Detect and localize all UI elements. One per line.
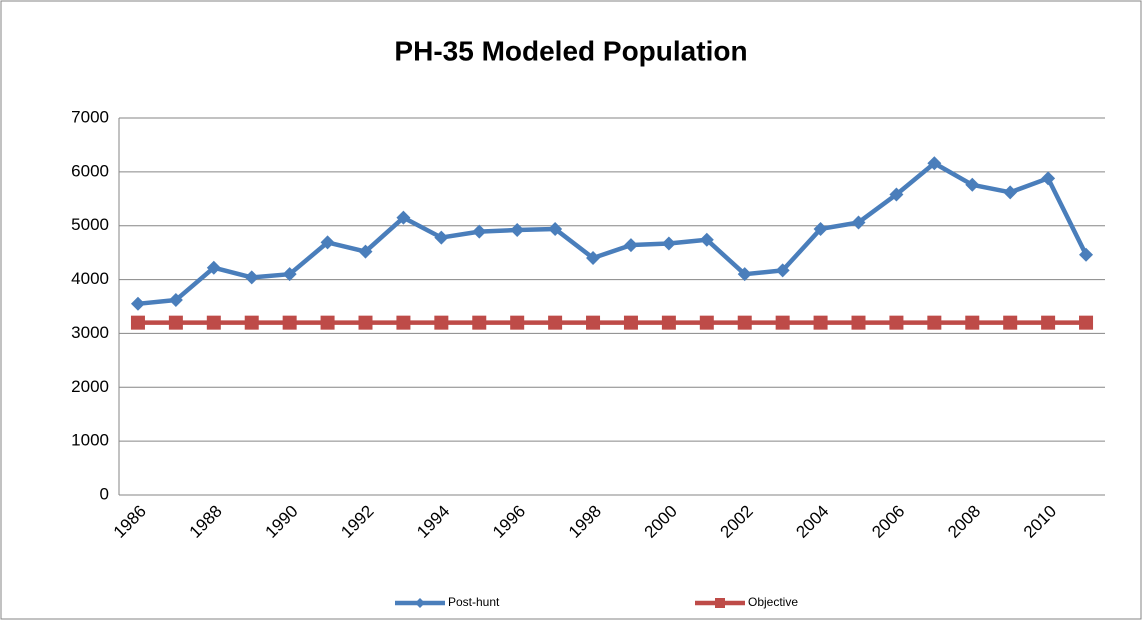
point [1003, 315, 1018, 330]
point [282, 267, 297, 282]
point [737, 267, 752, 282]
point [434, 315, 449, 330]
point [1041, 171, 1056, 186]
point [775, 315, 790, 330]
point [358, 244, 373, 259]
point [548, 221, 563, 236]
point [168, 315, 183, 330]
point [510, 223, 525, 238]
y-tick-label: 0 [100, 484, 109, 503]
point [699, 315, 714, 330]
point [965, 177, 980, 192]
legend-label: Post-hunt [448, 595, 500, 609]
point [661, 236, 676, 251]
point [586, 251, 601, 266]
y-tick-label: 5000 [71, 215, 109, 234]
point [661, 315, 676, 330]
point [699, 232, 714, 247]
point [927, 315, 942, 330]
y-tick-label: 4000 [71, 269, 109, 288]
y-tick-label: 1000 [71, 431, 109, 450]
point [396, 315, 411, 330]
point [623, 315, 638, 330]
point [472, 315, 487, 330]
y-tick-label: 7000 [71, 107, 109, 126]
point [889, 315, 904, 330]
point [889, 187, 904, 202]
point [244, 270, 259, 285]
point [1041, 315, 1056, 330]
point [813, 221, 828, 236]
legend-marker [415, 598, 425, 608]
point [434, 230, 449, 245]
point [927, 156, 942, 171]
chart-title: PH-35 Modeled Population [394, 35, 747, 66]
point [623, 238, 638, 253]
point [320, 315, 335, 330]
point [548, 315, 563, 330]
point [737, 315, 752, 330]
series-line [137, 160, 1089, 307]
point [813, 315, 828, 330]
legend-label: Objective [748, 595, 798, 609]
point [358, 315, 373, 330]
point [586, 315, 601, 330]
point [775, 263, 790, 278]
point [472, 224, 487, 239]
point [168, 293, 183, 308]
point [206, 260, 221, 275]
point [282, 315, 297, 330]
point [965, 315, 980, 330]
point [130, 315, 145, 330]
point [320, 235, 335, 250]
y-tick-label: 6000 [71, 161, 109, 180]
point [851, 315, 866, 330]
point [206, 315, 221, 330]
point [130, 296, 145, 311]
y-tick-label: 2000 [71, 377, 109, 396]
y-tick-label: 3000 [71, 323, 109, 342]
point [396, 210, 411, 225]
point [1003, 185, 1018, 200]
point [510, 315, 525, 330]
point [1079, 315, 1094, 330]
point [244, 315, 259, 330]
point [1079, 247, 1094, 262]
point [851, 215, 866, 230]
legend-marker [715, 598, 725, 608]
